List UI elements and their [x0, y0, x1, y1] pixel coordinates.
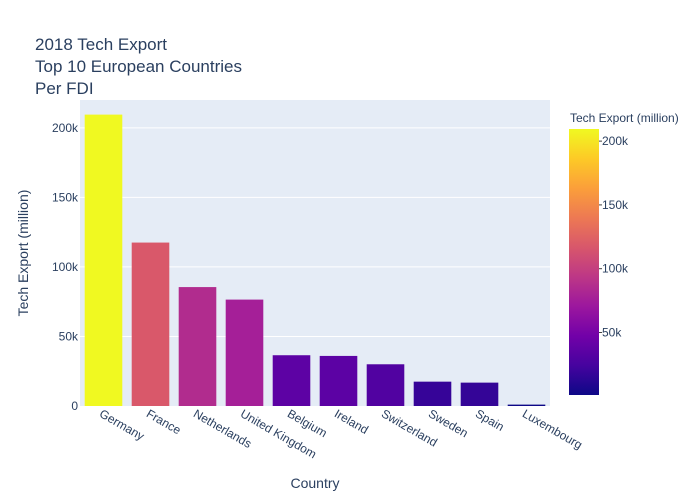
bar — [84, 114, 123, 406]
y-tick-label: 0 — [71, 399, 78, 413]
y-tick-label: 200k — [52, 121, 79, 135]
bar — [507, 404, 546, 406]
x-axis-title: Country — [290, 475, 339, 491]
bar — [460, 382, 499, 406]
chart-title-line-3: Per FDI — [35, 79, 94, 98]
chart-title-line-1: 2018 Tech Export — [35, 35, 167, 54]
x-tick-label: France — [144, 406, 184, 437]
x-tick-label: Spain — [473, 406, 507, 433]
y-tick-label: 150k — [52, 190, 79, 204]
colorbar-tick-label: 150k — [602, 198, 629, 212]
x-tick-label: Ireland — [332, 406, 371, 436]
x-tick-label: Germany — [97, 406, 147, 443]
y-axis-title: Tech Export (million) — [15, 190, 31, 317]
bar — [272, 355, 311, 406]
colorbar-title: Tech Export (million) — [570, 111, 679, 125]
chart-title: 2018 Tech Export Top 10 European Countri… — [35, 35, 242, 98]
colorbar: Tech Export (million) 50k 100k 150k 200k — [569, 111, 679, 395]
colorbar-tick-label: 50k — [602, 325, 622, 339]
bar — [178, 287, 217, 406]
x-tick-label: Luxembourg — [520, 406, 585, 451]
colorbar-gradient — [569, 129, 599, 395]
y-tick-label: 100k — [52, 260, 79, 274]
colorbar-tick-label: 100k — [602, 262, 629, 276]
chart-title-line-2: Top 10 European Countries — [35, 57, 242, 76]
bar — [225, 299, 264, 406]
bar — [131, 242, 170, 406]
y-tick-label: 50k — [59, 329, 79, 343]
colorbar-ticks: 50k 100k 150k 200k — [599, 134, 629, 339]
bar — [413, 381, 452, 406]
bar — [319, 355, 358, 406]
bars — [84, 114, 546, 406]
bar — [366, 364, 405, 406]
colorbar-tick-label: 200k — [602, 134, 629, 148]
y-axis-ticks: 0 50k 100k 150k 200k — [52, 121, 79, 413]
